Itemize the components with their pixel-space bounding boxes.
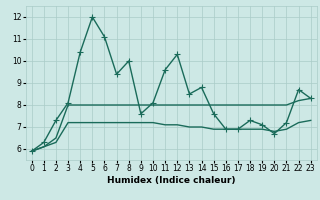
X-axis label: Humidex (Indice chaleur): Humidex (Indice chaleur) xyxy=(107,176,236,185)
